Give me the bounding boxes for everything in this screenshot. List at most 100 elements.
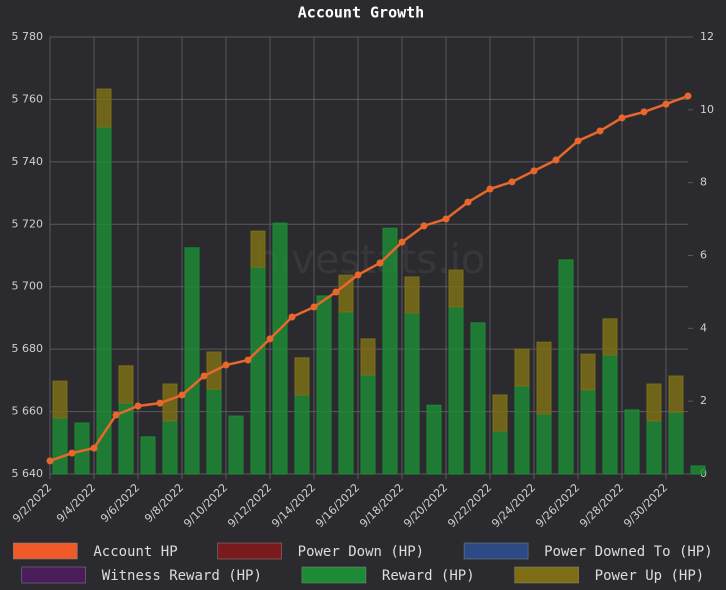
bar bbox=[580, 353, 596, 391]
legend-item: Witness Reward (HP) bbox=[21, 566, 262, 584]
y-tick-label: 5 760 bbox=[12, 92, 44, 105]
legend-label: Reward (HP) bbox=[382, 568, 475, 584]
bar bbox=[294, 394, 310, 475]
bar bbox=[448, 269, 464, 308]
line-point bbox=[464, 198, 472, 206]
x-tick-label: 9/28/2022 bbox=[577, 481, 626, 530]
bar bbox=[470, 322, 486, 475]
bar bbox=[514, 348, 530, 387]
bar bbox=[52, 417, 68, 475]
bar bbox=[360, 374, 376, 475]
x-tick-label: 9/18/2022 bbox=[357, 481, 406, 530]
line-point bbox=[486, 185, 494, 193]
y-tick-label: 5 740 bbox=[12, 155, 44, 168]
legend-swatch bbox=[301, 566, 367, 584]
chart-title: Account Growth bbox=[298, 4, 424, 22]
line-point bbox=[596, 127, 604, 135]
y2-tick-label: 2 bbox=[700, 394, 707, 407]
y2-tick-label: 12 bbox=[700, 30, 714, 43]
legend-item: Power Down (HP) bbox=[217, 542, 424, 560]
x-tick-label: 9/12/2022 bbox=[225, 481, 274, 530]
line-point bbox=[134, 402, 142, 410]
line-point bbox=[90, 444, 98, 452]
bar bbox=[294, 357, 310, 396]
y-tick-label: 5 640 bbox=[12, 467, 44, 480]
bar bbox=[448, 306, 464, 475]
x-tick-label: 9/24/2022 bbox=[489, 481, 538, 530]
bar bbox=[536, 413, 552, 475]
bar bbox=[646, 383, 662, 422]
x-tick-label: 9/2/2022 bbox=[10, 481, 54, 525]
line-point bbox=[530, 167, 538, 175]
line-point bbox=[662, 100, 670, 108]
legend-label: Power Up (HP) bbox=[595, 568, 705, 584]
bar bbox=[404, 276, 420, 314]
line-point bbox=[156, 399, 164, 407]
bar bbox=[668, 411, 684, 475]
x-tick-label: 9/4/2022 bbox=[54, 481, 98, 525]
bar bbox=[52, 380, 68, 419]
bar bbox=[404, 312, 420, 475]
bar bbox=[206, 388, 222, 475]
bar bbox=[96, 126, 112, 475]
y2-tick-label: 10 bbox=[700, 103, 714, 116]
legend-label: Account HP bbox=[93, 544, 177, 560]
line-point bbox=[552, 156, 560, 164]
line-point bbox=[222, 361, 230, 369]
bar bbox=[602, 318, 618, 356]
line-point bbox=[178, 391, 186, 399]
line-point bbox=[618, 114, 626, 122]
legend-label: Power Downed To (HP) bbox=[544, 544, 713, 560]
bar bbox=[514, 385, 530, 475]
bar bbox=[184, 247, 200, 475]
line-point bbox=[574, 137, 582, 145]
line-point bbox=[68, 449, 76, 457]
watermark: hivestats.io bbox=[255, 237, 486, 283]
line-point bbox=[354, 271, 362, 279]
bar bbox=[228, 415, 244, 475]
legend-item: Power Up (HP) bbox=[514, 566, 705, 584]
line-point bbox=[244, 356, 252, 364]
bar bbox=[96, 88, 112, 128]
bar bbox=[668, 375, 684, 413]
line-point bbox=[508, 178, 516, 186]
bar bbox=[382, 227, 398, 475]
line-point bbox=[200, 372, 208, 380]
bar bbox=[360, 338, 376, 376]
legend-item: Power Downed To (HP) bbox=[463, 542, 713, 560]
line-point bbox=[332, 288, 340, 296]
bar bbox=[426, 404, 442, 475]
bar bbox=[338, 311, 354, 475]
line-point bbox=[442, 215, 450, 223]
x-tick-label: 9/22/2022 bbox=[445, 481, 494, 530]
y2-tick-label: 6 bbox=[700, 249, 707, 262]
x-tick-label: 9/30/2022 bbox=[621, 481, 670, 530]
x-tick-label: 9/14/2022 bbox=[269, 481, 318, 530]
bar bbox=[536, 341, 552, 415]
bar bbox=[272, 222, 288, 475]
legend-swatch bbox=[514, 566, 579, 584]
y-tick-label: 5 780 bbox=[12, 30, 44, 43]
legend-label: Power Down (HP) bbox=[298, 544, 424, 560]
line-point bbox=[376, 259, 384, 267]
x-tick-label: 9/8/2022 bbox=[142, 481, 186, 525]
bar bbox=[602, 354, 618, 475]
bar bbox=[646, 420, 662, 475]
line-point bbox=[398, 238, 406, 246]
line bbox=[49, 94, 689, 463]
bar bbox=[250, 230, 266, 268]
legend-swatch bbox=[217, 542, 282, 560]
bar bbox=[162, 420, 178, 475]
x-tick-label: 9/20/2022 bbox=[401, 481, 450, 530]
line-point bbox=[46, 457, 54, 465]
y-tick-label: 5 720 bbox=[12, 217, 44, 230]
bar bbox=[118, 365, 134, 404]
bar bbox=[140, 436, 156, 475]
x-tick-label: 9/6/2022 bbox=[98, 481, 142, 525]
line-point bbox=[640, 108, 648, 116]
line-point bbox=[266, 335, 274, 343]
y2-tick-label: 4 bbox=[700, 321, 707, 334]
x-tick-label: 9/16/2022 bbox=[313, 481, 362, 530]
